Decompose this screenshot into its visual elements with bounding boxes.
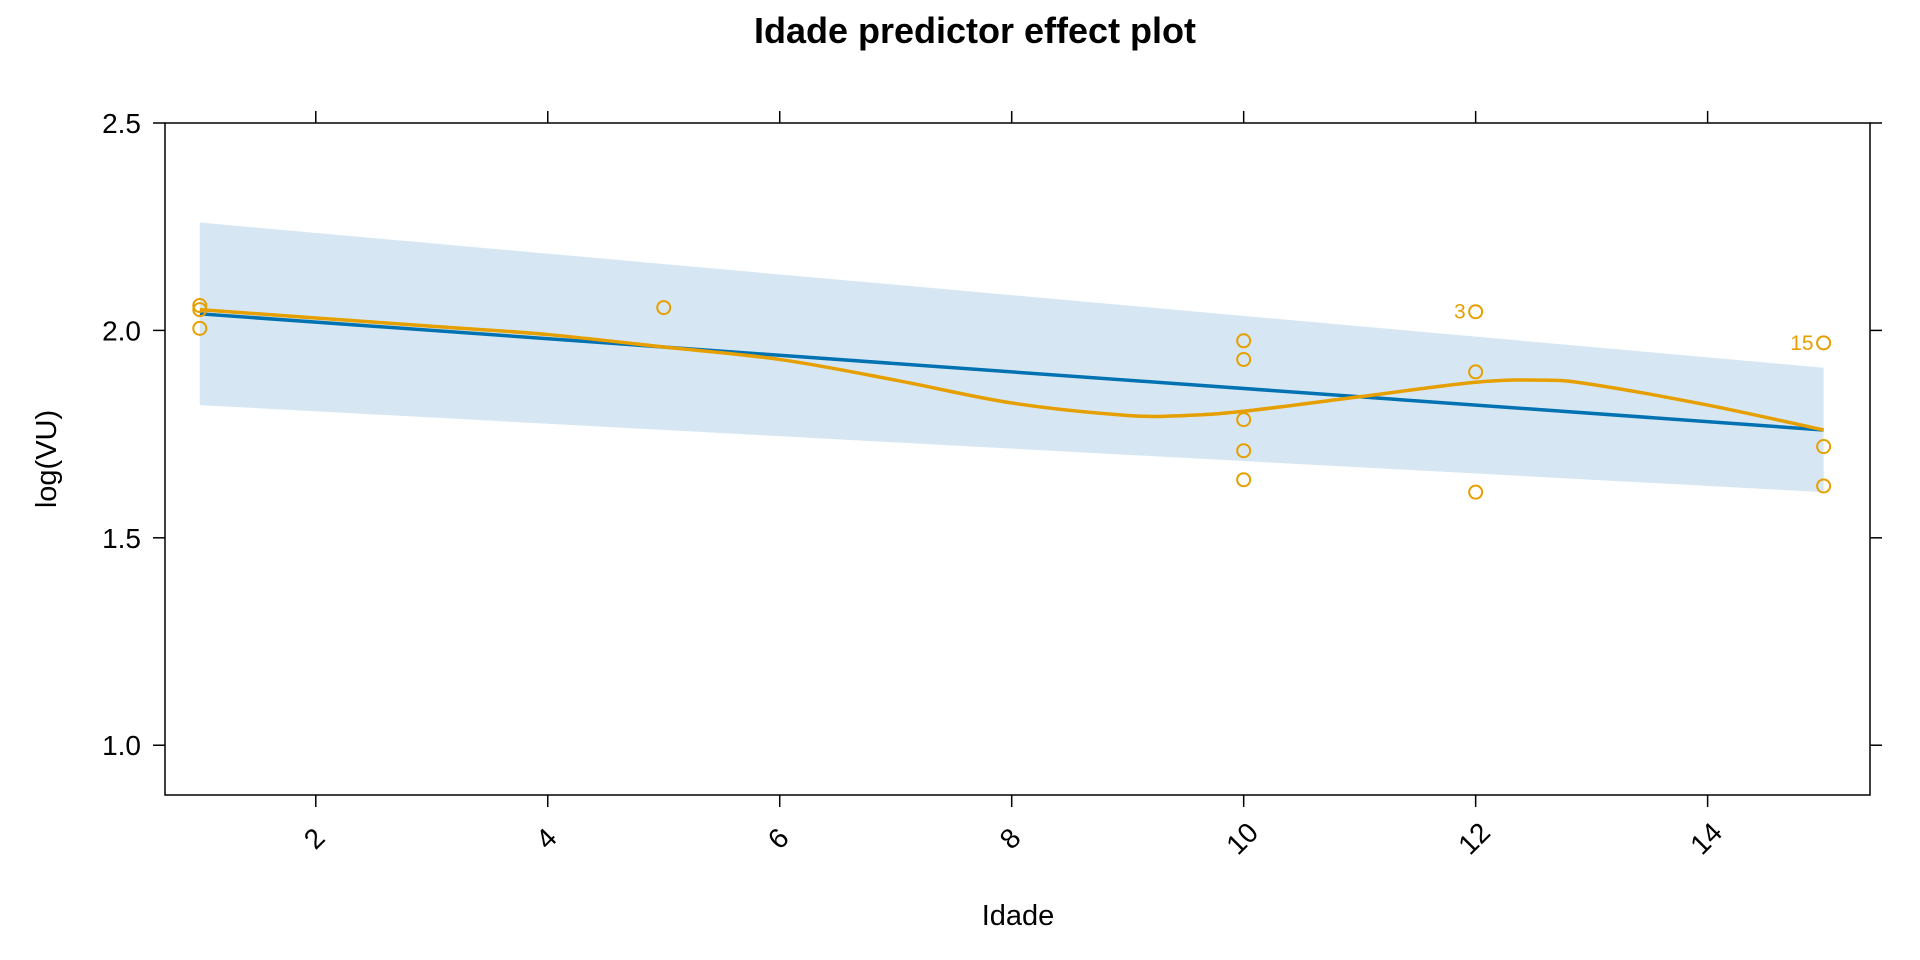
smooth-line-layer xyxy=(199,307,1824,432)
x-tick-label: 12 xyxy=(1452,817,1496,861)
y-tick-label: 1.0 xyxy=(102,730,141,761)
x-axis: 2 4 6 8 10 12 14 xyxy=(298,111,1728,860)
point-label: 15 xyxy=(1790,332,1813,355)
confidence-band-layer xyxy=(199,222,1824,493)
smooth-line xyxy=(199,307,1824,432)
chart-title: Idade predictor effect plot xyxy=(754,10,1196,51)
y-tick-label: 2.5 xyxy=(102,108,141,139)
residual-point xyxy=(1236,351,1252,367)
y-axis-label: log(VU) xyxy=(31,410,63,508)
confidence-band xyxy=(199,222,1824,493)
fit-line-layer xyxy=(199,312,1824,432)
residual-point xyxy=(1816,439,1832,455)
plot-frame xyxy=(164,122,1871,796)
residual-point xyxy=(192,320,208,336)
x-tick-label: 4 xyxy=(530,822,563,855)
x-axis-label: Idade xyxy=(982,900,1055,932)
residual-point xyxy=(1236,333,1252,349)
residual-point xyxy=(656,300,672,316)
residual-point xyxy=(192,298,208,314)
y-tick-label: 2.0 xyxy=(102,315,141,346)
plot-area: 3 15 xyxy=(164,122,1871,796)
point-label: 3 xyxy=(1454,301,1466,324)
x-tick-label: 2 xyxy=(298,822,331,855)
residual-point xyxy=(192,302,208,318)
residual-point xyxy=(1468,364,1484,380)
x-tick-label: 10 xyxy=(1220,817,1264,861)
x-tick-label: 6 xyxy=(762,822,795,855)
residual-point xyxy=(1236,443,1252,459)
residual-point xyxy=(1468,484,1484,500)
x-tick-label: 8 xyxy=(994,822,1027,855)
residual-point xyxy=(1816,478,1832,494)
residual-point xyxy=(1468,304,1484,320)
fitted-line xyxy=(199,312,1824,432)
residual-point xyxy=(1236,412,1252,428)
y-tick-label: 1.5 xyxy=(102,523,141,554)
residual-point xyxy=(1236,472,1252,488)
x-tick-label: 14 xyxy=(1684,817,1728,861)
residual-point xyxy=(1816,335,1832,351)
y-axis: 1.0 1.5 2.0 2.5 xyxy=(102,108,1882,761)
residual-points-layer: 3 15 xyxy=(192,298,1832,500)
